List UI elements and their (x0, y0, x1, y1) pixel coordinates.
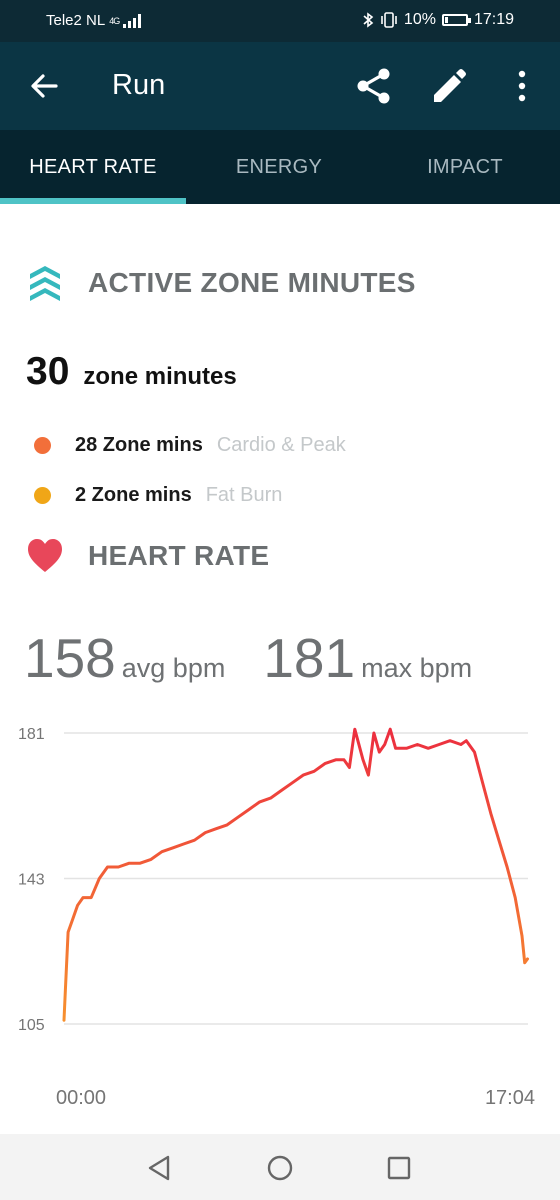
y-tick-label: 143 (18, 872, 45, 889)
home-circle-icon[interactable] (264, 1152, 296, 1184)
bluetooth-icon (363, 12, 374, 28)
clock: 17:19 (473, 11, 514, 28)
y-tick-label: 105 (18, 1017, 45, 1034)
max-bpm-unit: max bpm (361, 653, 473, 683)
tab-indicator (0, 198, 186, 204)
zone-minutes-total: 30 zone minutes (26, 350, 237, 394)
active-zone-minutes-icon (30, 266, 60, 301)
zone-minutes-unit: zone minutes (83, 363, 237, 390)
tab-energy[interactable]: ENERGY (235, 155, 323, 178)
tab-bar: HEART RATE ENERGY IMPACT (0, 130, 560, 204)
system-nav-bar (0, 1134, 560, 1200)
back-arrow-icon[interactable] (26, 68, 62, 104)
zone-label: Fat Burn (205, 484, 283, 506)
hr-heading: HEART RATE (88, 540, 270, 571)
x-tick-label: 00:00 (56, 1087, 106, 1109)
zone-dot-fat-burn (34, 487, 51, 504)
max-bpm-value: 181 (263, 627, 356, 689)
heart-rate-series-line (62, 727, 529, 1022)
status-left: Tele2 NL 4G (46, 12, 143, 29)
recents-square-icon[interactable] (383, 1152, 415, 1184)
signal-icon (123, 13, 142, 28)
back-triangle-icon[interactable] (144, 1152, 176, 1184)
y-tick-label: 181 (18, 726, 45, 743)
zone-row-fat-burn: 2 Zone mins Fat Burn (34, 484, 282, 507)
tab-heart-rate[interactable]: HEART RATE (29, 155, 157, 178)
network-type: 4G (109, 15, 120, 26)
share-icon[interactable] (354, 66, 394, 106)
zone-minutes-number: 30 (26, 350, 70, 393)
heart-rate-chart: 181 143 105 00:00 17:04 (18, 726, 535, 1109)
tab-impact[interactable]: IMPACT (427, 155, 503, 178)
vibrate-icon (381, 12, 397, 28)
zone-dot-cardio (34, 437, 51, 454)
azm-section-heading: ACTIVE ZONE MINUTES (26, 262, 416, 304)
carrier-name: Tele2 NL (46, 12, 106, 29)
avg-bpm-unit: avg bpm (121, 653, 226, 683)
more-vert-icon[interactable] (508, 66, 536, 106)
status-right: 10% 17:19 (362, 11, 514, 29)
app-bar: Run (0, 42, 560, 130)
zone-label: Cardio & Peak (216, 434, 346, 456)
zone-row-cardio-peak: 28 Zone mins Cardio & Peak (34, 434, 346, 457)
bpm-summary: 158 avg bpm 181 max bpm (24, 626, 472, 690)
battery-icon (441, 14, 471, 26)
azm-heading: ACTIVE ZONE MINUTES (88, 267, 416, 298)
x-tick-label: 17:04 (485, 1087, 535, 1109)
status-bar: Tele2 NL 4G 10% 17:19 (0, 0, 560, 42)
zone-value: 28 Zone mins (75, 434, 203, 456)
avg-bpm-value: 158 (24, 627, 116, 689)
hr-section-heading: HEART RATE (26, 538, 269, 574)
edit-pencil-icon[interactable] (430, 66, 466, 106)
zone-value: 2 Zone mins (75, 484, 192, 506)
page-title: Run (112, 69, 166, 101)
heart-icon (28, 539, 62, 572)
battery-percent: 10% (403, 11, 436, 28)
